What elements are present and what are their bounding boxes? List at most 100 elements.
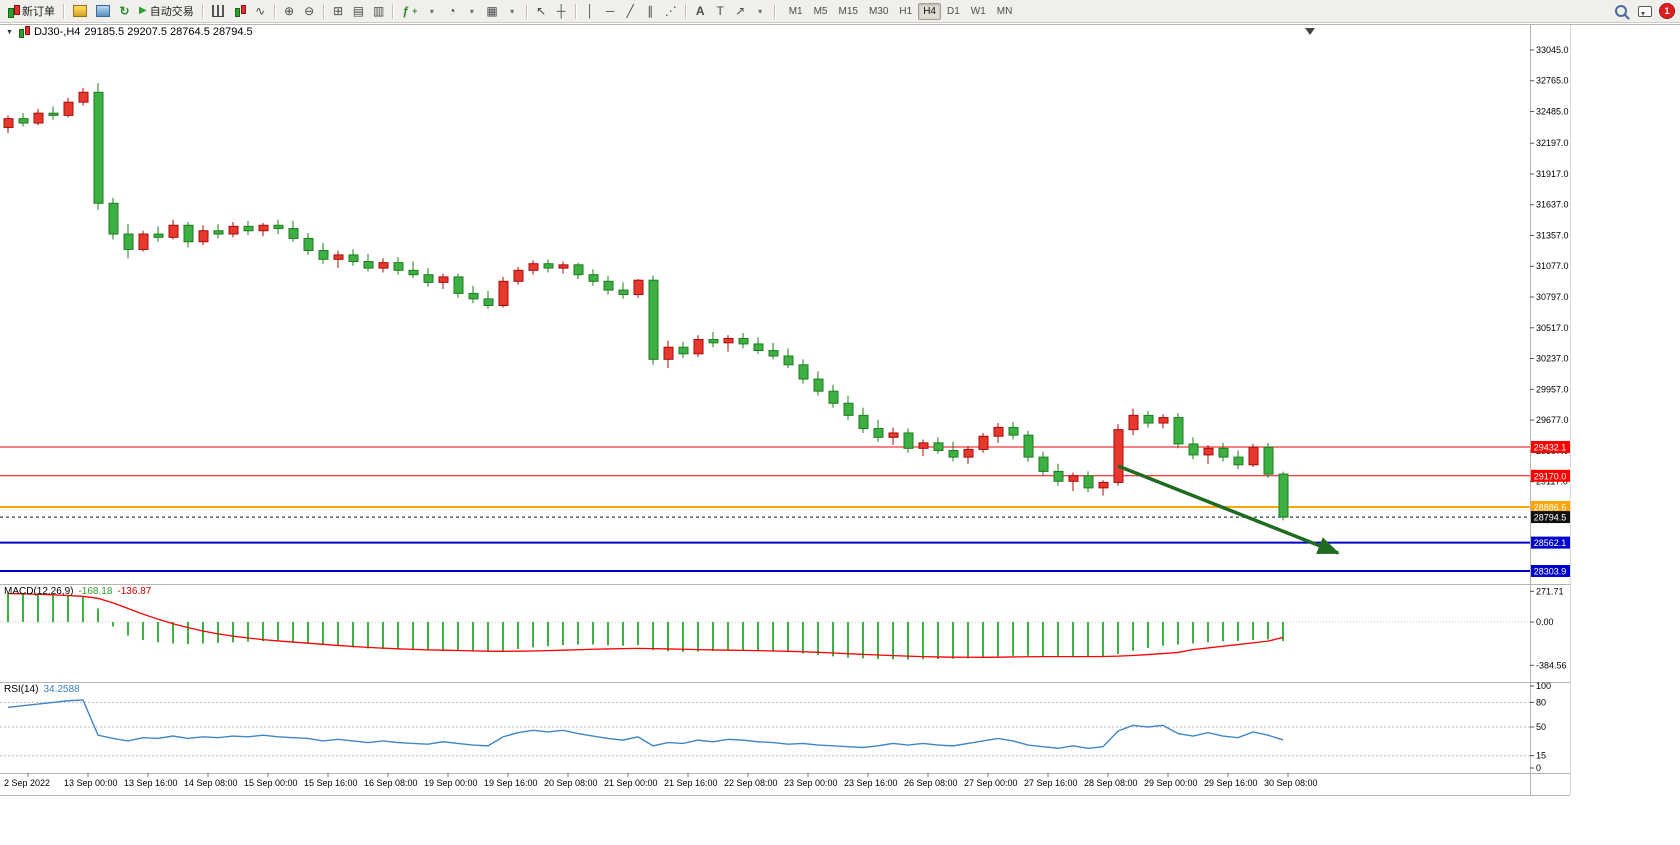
clock-icon: ◔ bbox=[448, 4, 456, 18]
timeframe-mn-button[interactable]: MN bbox=[992, 3, 1018, 20]
zoom-out-icon: ⊖ bbox=[304, 4, 315, 18]
indicator-icon: ƒ bbox=[402, 4, 410, 18]
zoom-in-button[interactable]: ⊕ bbox=[280, 2, 299, 21]
chevron-down-icon: ▾ bbox=[469, 6, 474, 16]
svg-text:29677.0: 29677.0 bbox=[1536, 415, 1569, 425]
timeframe-m1-button[interactable]: M1 bbox=[784, 3, 808, 20]
timeframe-w1-button[interactable]: W1 bbox=[966, 3, 991, 20]
channel-button[interactable]: ∥ bbox=[641, 2, 660, 21]
timeframe-m15-button[interactable]: M15 bbox=[834, 3, 863, 20]
chevron-down-icon: ▾ bbox=[758, 6, 763, 16]
channel-icon: ∥ bbox=[647, 4, 654, 18]
time-axis: 2 Sep 2022 13 Sep 00:00 13 Sep 16:00 14 Sep… bbox=[4, 773, 1318, 788]
svg-text:32765.0: 32765.0 bbox=[1536, 76, 1569, 86]
cursor-icon: ↖ bbox=[536, 4, 547, 18]
svg-text:13 Sep 16:00: 13 Sep 16:00 bbox=[124, 778, 178, 788]
indicators-button[interactable]: ƒ + bbox=[398, 2, 421, 21]
bar-chart-button[interactable] bbox=[208, 2, 228, 21]
arrange-horizontal-icon: ▤ bbox=[352, 4, 365, 18]
candlesticks bbox=[3, 82, 1289, 521]
indicator-plus-icon: + bbox=[412, 5, 418, 16]
rsi-value: 34.2588 bbox=[43, 684, 80, 695]
zoom-in-icon: ⊕ bbox=[284, 4, 295, 18]
fibonacci-button[interactable]: ⋰ bbox=[661, 2, 681, 21]
svg-text:27 Sep 00:00: 27 Sep 00:00 bbox=[964, 778, 1018, 788]
chart-shift-marker[interactable] bbox=[1305, 28, 1315, 35]
svg-text:22 Sep 08:00: 22 Sep 08:00 bbox=[724, 778, 778, 788]
templates-dropdown[interactable]: ▾ bbox=[503, 2, 522, 21]
candlestick-chart-button[interactable] bbox=[229, 2, 250, 21]
trendline-button[interactable]: ╱ bbox=[621, 2, 640, 21]
search-button[interactable] bbox=[1611, 2, 1631, 21]
macd-label: MACD(12,26,9) bbox=[4, 586, 74, 597]
svg-text:15 Sep 00:00: 15 Sep 00:00 bbox=[244, 778, 298, 788]
svg-text:15 Sep 16:00: 15 Sep 16:00 bbox=[304, 778, 358, 788]
label-tool-button[interactable]: T bbox=[711, 2, 730, 21]
periods-button[interactable]: ◔ bbox=[442, 2, 461, 21]
candlestick-icon bbox=[17, 26, 30, 38]
crosshair-button[interactable]: ┼ bbox=[552, 2, 571, 21]
rsi-label-row: RSI(14) 34.2588 bbox=[4, 684, 80, 695]
horizontal-line-icon: ─ bbox=[605, 4, 615, 18]
label-tool-icon: T bbox=[716, 4, 724, 18]
svg-text:50: 50 bbox=[1536, 722, 1546, 732]
auto-trading-label: 自动交易 bbox=[149, 6, 194, 18]
zoom-out-button[interactable]: ⊖ bbox=[300, 2, 319, 21]
svg-text:21 Sep 00:00: 21 Sep 00:00 bbox=[604, 778, 658, 788]
horizontal-line-button[interactable]: ─ bbox=[601, 2, 620, 21]
timeframe-h4-button[interactable]: H4 bbox=[918, 2, 941, 20]
vertical-line-button[interactable]: │ bbox=[581, 2, 600, 21]
timeframe-m5-button[interactable]: M5 bbox=[809, 3, 833, 20]
periods-dropdown[interactable]: ▾ bbox=[462, 2, 481, 21]
timeframe-m30-button[interactable]: M30 bbox=[864, 3, 893, 20]
toolbar-right-group: 1 bbox=[1611, 2, 1677, 21]
timeframe-d1-button[interactable]: D1 bbox=[942, 3, 965, 20]
chart-profiles-button[interactable] bbox=[69, 2, 91, 21]
toolbar-separator bbox=[392, 3, 395, 19]
shapes-dropdown[interactable]: ▾ bbox=[751, 2, 770, 21]
svg-text:31077.0: 31077.0 bbox=[1536, 261, 1569, 271]
svg-text:28886.6: 28886.6 bbox=[1534, 502, 1567, 512]
price-level-lines bbox=[0, 446, 1530, 572]
svg-text:31637.0: 31637.0 bbox=[1536, 200, 1569, 210]
chat-button[interactable] bbox=[1634, 2, 1656, 21]
line-chart-button[interactable]: ∿ bbox=[251, 2, 270, 21]
svg-text:26 Sep 08:00: 26 Sep 08:00 bbox=[904, 778, 958, 788]
svg-text:30797.0: 30797.0 bbox=[1536, 292, 1569, 302]
new-order-label: 新订单 bbox=[22, 6, 55, 18]
toolbar-separator bbox=[322, 3, 325, 19]
svg-text:28794.5: 28794.5 bbox=[1534, 513, 1567, 523]
svg-text:0.00: 0.00 bbox=[1536, 617, 1554, 627]
svg-text:30237.0: 30237.0 bbox=[1536, 354, 1569, 364]
market-watch-button[interactable] bbox=[92, 2, 114, 21]
rsi-label: RSI(14) bbox=[4, 684, 39, 695]
arrow-tool-button[interactable]: ↗ bbox=[731, 2, 750, 21]
templates-button[interactable]: ▦ bbox=[482, 2, 501, 21]
cursor-button[interactable]: ↖ bbox=[532, 2, 551, 21]
candlestick-chart-icon bbox=[233, 5, 246, 17]
arrange-horizontal-button[interactable]: ▤ bbox=[349, 2, 368, 21]
timeframe-h1-button[interactable]: H1 bbox=[894, 3, 917, 20]
svg-text:29 Sep 00:00: 29 Sep 00:00 bbox=[1144, 778, 1198, 788]
svg-text:30 Sep 08:00: 30 Sep 08:00 bbox=[1264, 778, 1318, 788]
tile-windows-button[interactable]: ⊞ bbox=[329, 2, 348, 21]
auto-trading-button[interactable]: ▶ 自动交易 bbox=[135, 2, 198, 21]
refresh-button[interactable]: ↻ bbox=[115, 2, 134, 21]
trend-arrow[interactable] bbox=[1117, 464, 1340, 555]
svg-text:2 Sep 2022: 2 Sep 2022 bbox=[4, 778, 50, 788]
ohlc-values: 29185.5 29207.5 28764.5 28794.5 bbox=[84, 26, 253, 38]
text-tool-button[interactable]: A bbox=[691, 2, 710, 21]
profiles-icon bbox=[73, 5, 87, 17]
new-order-button[interactable]: 新订单 bbox=[3, 2, 59, 21]
svg-text:28562.1: 28562.1 bbox=[1534, 538, 1567, 548]
svg-text:29170.0: 29170.0 bbox=[1534, 471, 1567, 481]
refresh-icon: ↻ bbox=[119, 4, 130, 18]
svg-text:27 Sep 16:00: 27 Sep 16:00 bbox=[1024, 778, 1078, 788]
arrange-vertical-button[interactable]: ▥ bbox=[369, 2, 388, 21]
toolbar-separator bbox=[773, 3, 776, 19]
indicators-dropdown[interactable]: ▾ bbox=[422, 2, 441, 21]
svg-text:13 Sep 00:00: 13 Sep 00:00 bbox=[64, 778, 118, 788]
notification-badge[interactable]: 1 bbox=[1659, 3, 1675, 19]
collapse-caret-icon[interactable]: ▼ bbox=[6, 28, 13, 36]
